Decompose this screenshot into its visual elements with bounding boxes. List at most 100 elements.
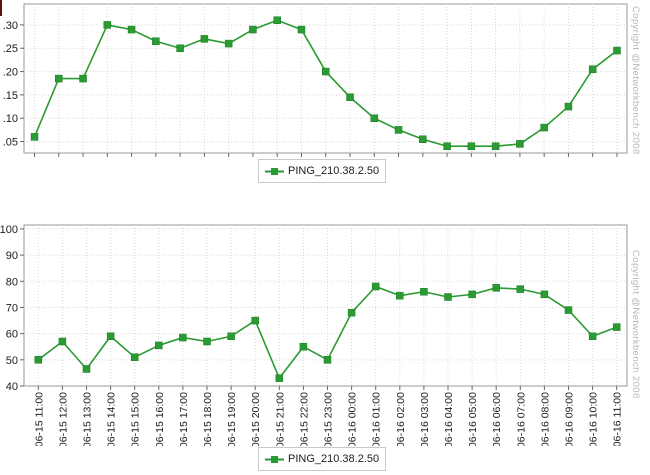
x-axis-label: 06-16 08:00 [539, 392, 551, 446]
data-point-marker [203, 337, 211, 346]
legend-label: PING_210.38.2.50 [288, 453, 380, 465]
data-point-marker [179, 333, 187, 342]
data-point-marker [275, 374, 284, 382]
x-axis-label: 06-15 18:00 [202, 392, 214, 446]
data-point-marker [588, 332, 597, 341]
data-point-marker [321, 67, 330, 76]
data-point-marker [200, 35, 209, 43]
x-axis-label: 06-15 13:00 [82, 392, 94, 446]
data-point-marker [613, 46, 621, 55]
data-point-marker [564, 102, 573, 111]
legend-label: PING_210.38.2.50 [288, 165, 380, 177]
data-point-marker [152, 37, 160, 45]
y-axis-label: 60 [6, 329, 18, 341]
data-point-marker [370, 114, 379, 122]
x-axis-label: 06-15 15:00 [130, 392, 142, 446]
y-axis-label: .10 [3, 113, 18, 125]
x-axis-label: 06-15 11:00 [33, 392, 45, 446]
x-axis-label: 06-16 06:00 [491, 392, 503, 446]
x-axis-label: 06-15 17:00 [178, 392, 190, 446]
x-axis-label: 06-15 20:00 [250, 392, 262, 446]
x-axis-label: 06-16 05:00 [467, 392, 479, 446]
data-point-marker [420, 288, 428, 296]
y-axis-label: 50 [6, 355, 18, 367]
data-point-marker [130, 353, 139, 361]
x-axis-label: 06-16 00:00 [347, 392, 359, 446]
data-point-marker [371, 282, 380, 291]
data-point-marker [103, 21, 112, 29]
data-point-marker [396, 291, 404, 300]
data-point-marker [467, 142, 476, 150]
data-point-marker [491, 142, 500, 150]
series-marker-icon [265, 455, 284, 463]
x-axis-label: 06-16 10:00 [588, 392, 600, 446]
x-axis-label: 06-15 14:00 [106, 392, 118, 446]
data-point-marker [612, 323, 621, 331]
ping-latency-plot: .05 .10 .15 .20 .25 .30 [3, 3, 628, 157]
x-axis-label: 06-16 04:00 [443, 392, 455, 446]
data-point-marker [394, 126, 403, 134]
data-point-marker [176, 44, 184, 52]
data-point-marker [155, 341, 163, 350]
data-point-marker [323, 356, 332, 364]
y-axis-label: 40 [6, 381, 18, 393]
x-axis-label: 06-15 22:00 [298, 392, 310, 446]
y-axis-label: 80 [6, 276, 18, 288]
window-edge-artifact [0, 0, 2, 16]
data-point-marker [347, 308, 356, 317]
y-axis-label: .15 [3, 90, 18, 102]
data-point-marker [58, 337, 67, 346]
data-point-marker [251, 316, 259, 325]
data-point-marker [540, 123, 548, 132]
x-axis-label: 06-16 02:00 [395, 392, 407, 446]
series-marker-icon [265, 167, 284, 175]
data-point-marker [540, 290, 549, 299]
copyright-watermark-top: Copyright @Networkbench 2008 [630, 6, 641, 155]
data-point-marker [127, 25, 136, 34]
data-point-marker [516, 140, 524, 148]
data-point-marker [468, 290, 476, 299]
x-axis-label: 06-16 01:00 [371, 392, 383, 446]
x-axis-label: 06-15 23:00 [323, 392, 335, 446]
data-point-marker [34, 356, 43, 364]
data-point-marker [227, 332, 235, 341]
data-point-marker [30, 133, 39, 141]
data-point-marker [79, 74, 87, 83]
data-point-marker [224, 39, 233, 48]
y-axis-label: .05 [3, 137, 18, 149]
data-point-marker [444, 293, 452, 301]
data-point-marker [443, 142, 451, 150]
data-point-marker [516, 285, 525, 293]
data-point-marker [82, 365, 91, 373]
legend-value: PING_210.38.2.50 [258, 447, 387, 471]
x-axis-label: 06-16 03:00 [419, 392, 431, 446]
y-axis-label: 70 [6, 302, 18, 314]
data-point-marker [492, 284, 500, 292]
x-axis-label: 06-16 11:00 [612, 392, 624, 446]
x-axis-label: 06-16 07:00 [515, 392, 527, 446]
x-axis-label: 06-15 19:00 [226, 392, 238, 446]
copyright-watermark-bottom: Copyright @Networkbench 2008 [630, 250, 641, 399]
data-point-marker [249, 25, 257, 34]
y-axis-label: 100 [0, 224, 18, 236]
x-axis-label: 06-15 12:00 [57, 392, 69, 446]
data-point-marker [273, 16, 281, 24]
data-point-marker [297, 25, 306, 34]
data-point-marker [419, 135, 427, 143]
x-axis-label: 06-15 21:00 [274, 392, 286, 446]
data-point-marker [564, 306, 573, 314]
data-point-marker [106, 332, 115, 341]
data-point-marker [299, 342, 308, 351]
y-axis-label: .20 [3, 67, 18, 79]
y-axis-label: .30 [3, 20, 18, 32]
data-point-marker [55, 74, 63, 83]
ping-value-plot: 40 50 60 70 80 90 100 06-15 11:00 06-15 12:00 06-… [0, 224, 628, 446]
data-point-marker [588, 65, 597, 73]
x-axis-label: 06-16 09:00 [564, 392, 576, 446]
y-axis-label: .25 [3, 43, 18, 55]
y-axis-label: 90 [6, 250, 18, 262]
x-axis-label: 06-15 16:00 [154, 392, 166, 446]
legend-latency: PING_210.38.2.50 [258, 159, 387, 183]
data-point-marker [346, 93, 354, 101]
